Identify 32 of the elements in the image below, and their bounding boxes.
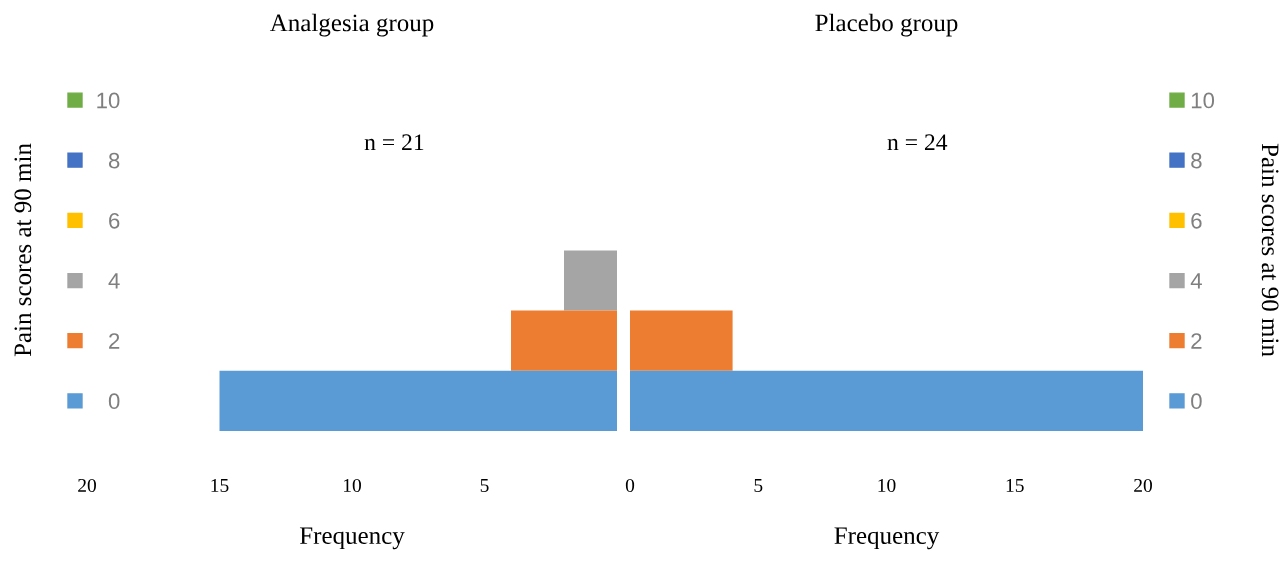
x-axis-title: Frequency: [299, 527, 405, 550]
annotation: n = 21: [364, 134, 424, 150]
x-tick-label: 0: [625, 478, 635, 493]
annotation: n = 24: [887, 134, 948, 150]
x-axis-title: Frequency: [834, 527, 940, 550]
x-tick-label: 15: [1006, 478, 1024, 493]
x-tick-label: 15: [211, 478, 229, 493]
y-tick-label: 4: [1190, 273, 1202, 289]
x-tick-label: 5: [754, 479, 763, 493]
y-tick-label: 2: [1191, 333, 1202, 349]
x-tick-label: 20: [1134, 478, 1152, 493]
x-tick-label: 10: [878, 478, 896, 493]
y-tick-label: 6: [1191, 212, 1202, 229]
bar: [511, 310, 617, 371]
bar: [564, 250, 617, 311]
y-axis-title: Pain scores at 90 min: [1261, 143, 1279, 357]
y-tick-label: 6: [109, 212, 120, 229]
y-tick-label: 2: [109, 333, 120, 349]
y-tick-label: 0: [1191, 393, 1202, 410]
y-tick-label: 8: [108, 152, 120, 169]
y-tick-label: 0: [108, 393, 120, 410]
x-tick-label: 5: [480, 479, 489, 493]
chart-title: Analgesia group: [269, 13, 434, 37]
x-tick-label: 10: [343, 478, 361, 493]
y-tick-label: 10: [97, 92, 120, 109]
y-tick-label: 4: [108, 273, 120, 289]
x-tick-label: 20: [78, 478, 96, 493]
chart-title: Placebo group: [815, 13, 958, 37]
bar: [219, 370, 617, 431]
y-tick-label: 10: [1191, 92, 1215, 109]
y-tick-label: 8: [1191, 152, 1202, 169]
y-axis-title: Pain scores at 90 min: [14, 143, 32, 357]
